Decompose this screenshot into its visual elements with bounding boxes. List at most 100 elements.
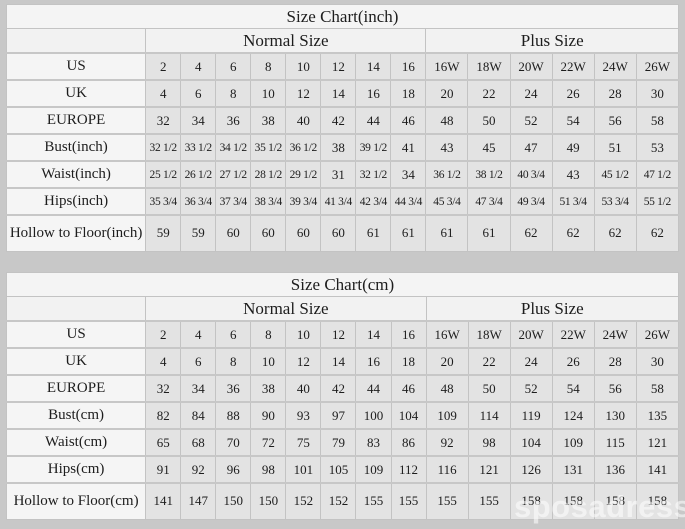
data-cell: 116 [425,455,469,484]
data-cell: 8 [250,320,287,349]
data-cell: 51 3/4 [551,187,595,216]
data-cell: 14 [320,347,357,376]
row-label: Hollow to Floor(inch) [5,214,147,252]
data-cell: 48 [425,374,469,403]
data-cell: 155 [425,482,469,520]
data-cell: 42 3/4 [355,187,392,216]
table-title-row: Size Chart(cm) [6,272,679,297]
data-cell: 109 [425,401,469,430]
data-cell: 10 [250,79,287,108]
row-label: UK [5,347,147,376]
data-cell: 105 [320,455,357,484]
row-label: Bust(inch) [5,133,147,162]
data-cell: 45 [467,133,511,162]
data-cell: 38 [250,374,287,403]
data-cell: 4 [145,347,182,376]
group-header-row: Normal Size Plus Size [5,28,679,54]
data-cell: 38 3/4 [250,187,287,216]
data-cell: 18 [390,79,427,108]
data-cell: 35 3/4 [145,187,182,216]
data-cell: 92 [425,428,469,457]
table-row: Hollow to Floor(inch) 59 59 60 60 60 60 61 61 61 6… [5,214,680,252]
table-row: Hollow to Floor(cm) 141 147 150 150 152 152 155… [5,482,680,520]
data-cell: 92 [180,455,217,484]
data-cell: 44 [355,374,392,403]
data-cell: 46 [390,106,427,135]
data-cell: 39 3/4 [285,187,322,216]
data-cell: 52 [509,106,553,135]
data-cell: 4 [180,320,217,349]
data-cell: 98 [467,428,511,457]
data-cell: 30 [635,347,680,376]
data-cell: 16W [425,320,469,349]
data-cell: 2 [145,52,182,81]
table-row: Bust(cm) 82 84 88 90 93 97 100 104 109 114 119 124 13… [5,401,680,430]
data-cell: 26 1/2 [180,160,217,189]
data-cell: 96 [215,455,252,484]
data-cell: 152 [285,482,322,520]
data-cell: 54 [551,374,595,403]
data-cell: 93 [285,401,322,430]
data-cell: 60 [215,214,252,252]
data-cell: 45 3/4 [425,187,469,216]
row-label: Hollow to Floor(cm) [5,482,147,520]
data-cell: 14 [320,79,357,108]
data-cell: 12 [285,79,322,108]
group-header-spacer [5,28,147,54]
row-label: US [5,52,147,81]
data-cell: 47 1/2 [635,160,680,189]
data-cell: 30 [635,79,680,108]
row-label: Hips(cm) [5,455,147,484]
data-cell: 36 1/2 [425,160,469,189]
data-cell: 40 [285,374,322,403]
data-cell: 36 [215,106,252,135]
group-header-normal-size: Normal Size [145,296,427,322]
table-row: EUROPE 32 34 36 38 40 42 44 46 48 50 52 54 56 58 [5,374,680,403]
data-cell: 8 [215,79,252,108]
data-cell: 41 [390,133,427,162]
table-row: UK 4 6 8 10 12 14 16 18 20 22 24 26 28 30 [5,79,680,108]
data-cell: 150 [250,482,287,520]
data-cell: 38 1/2 [467,160,511,189]
data-cell: 44 [355,106,392,135]
data-cell: 33 1/2 [180,133,217,162]
data-cell: 82 [145,401,182,430]
data-cell: 60 [285,214,322,252]
data-cell: 10 [250,347,287,376]
size-chart-inch-table: Size Chart(inch) Normal Size Plus Size US 2 4… [5,4,680,252]
data-cell: 34 [180,374,217,403]
table-row: Hips(inch) 35 3/4 36 3/4 37 3/4 38 3/4 39 3/4… [5,187,680,216]
table-title: Size Chart(inch) [6,4,679,29]
data-cell: 56 [593,374,637,403]
data-cell: 119 [509,401,553,430]
data-cell: 20 [425,79,469,108]
data-cell: 35 1/2 [250,133,287,162]
data-cell: 72 [250,428,287,457]
data-cell: 34 [180,106,217,135]
data-cell: 36 3/4 [180,187,217,216]
data-cell: 50 [467,374,511,403]
data-cell: 12 [285,347,322,376]
data-cell: 130 [593,401,637,430]
data-cell: 131 [551,455,595,484]
data-cell: 20 [425,347,469,376]
data-cell: 101 [285,455,322,484]
data-cell: 62 [635,214,680,252]
data-cell: 32 1/2 [145,133,182,162]
data-cell: 8 [250,52,287,81]
data-cell: 97 [320,401,357,430]
data-cell: 42 [320,374,357,403]
data-cell: 46 [390,374,427,403]
row-label: Waist(cm) [5,428,147,457]
data-cell: 109 [355,455,392,484]
data-cell: 8 [215,347,252,376]
data-cell: 158 [593,482,637,520]
data-cell: 22 [467,79,511,108]
data-cell: 18W [467,320,511,349]
data-cell: 36 1/2 [285,133,322,162]
data-cell: 121 [635,428,680,457]
data-cell: 14 [355,52,392,81]
data-cell: 4 [145,79,182,108]
data-cell: 158 [551,482,595,520]
data-cell: 84 [180,401,217,430]
